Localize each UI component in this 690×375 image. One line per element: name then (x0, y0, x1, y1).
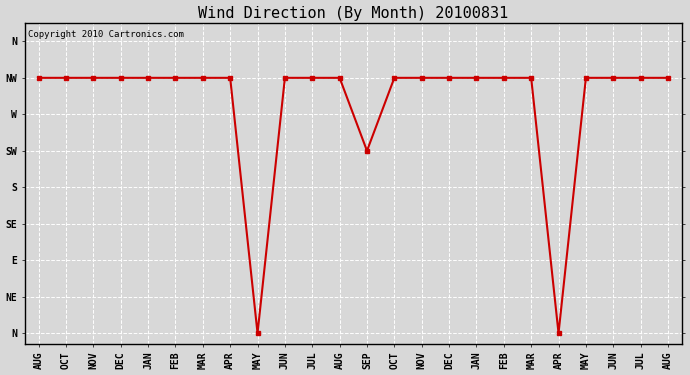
Title: Wind Direction (By Month) 20100831: Wind Direction (By Month) 20100831 (198, 6, 509, 21)
Text: Copyright 2010 Cartronics.com: Copyright 2010 Cartronics.com (28, 30, 184, 39)
